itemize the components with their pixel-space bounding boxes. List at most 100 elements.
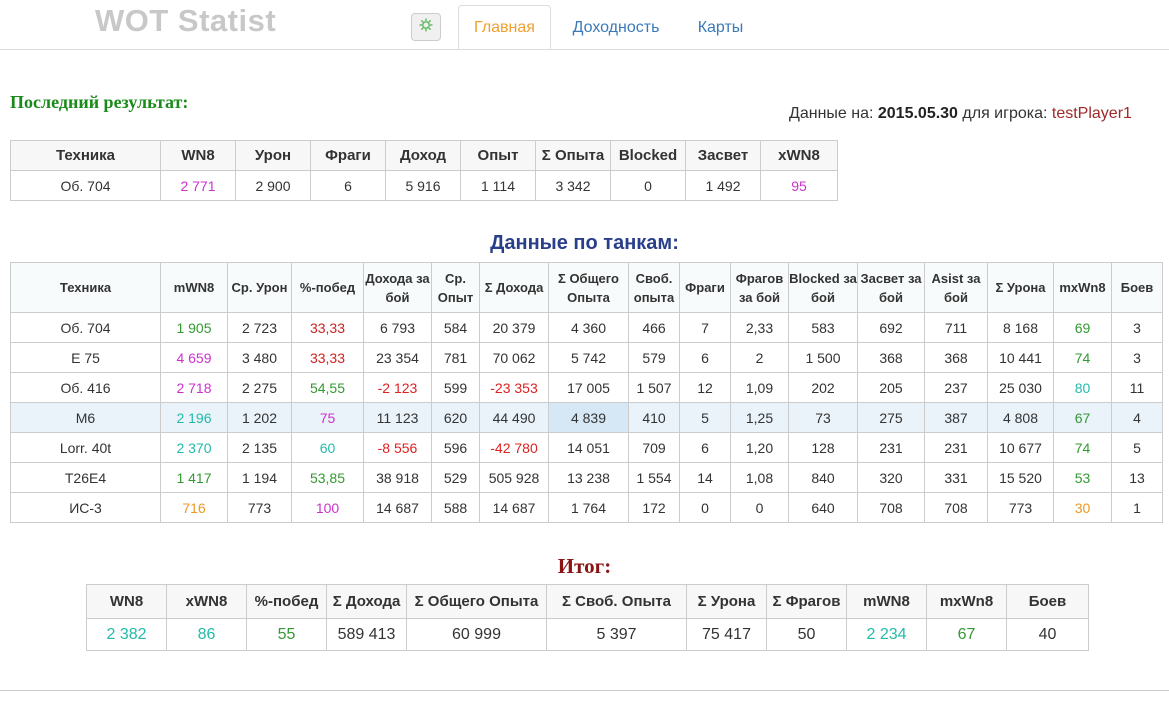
- column-header: Техника: [10, 140, 161, 171]
- table-cell: 67: [1053, 402, 1112, 433]
- table-cell: 716: [160, 492, 228, 523]
- table-cell: 2 275: [227, 372, 292, 403]
- table-cell: 11 123: [363, 402, 432, 433]
- table-cell: 320: [857, 462, 925, 493]
- table-cell: 23 354: [363, 342, 432, 373]
- table-cell: -8 556: [363, 432, 432, 463]
- last-result-table: Техника WN8 Урон Фраги Доход Опыт Σ Опыта Block…: [10, 140, 838, 201]
- table-cell: 75 417: [686, 618, 767, 651]
- table-cell: Об. 704: [10, 170, 161, 201]
- table-cell: 2: [730, 342, 789, 373]
- table-cell: 588: [431, 492, 480, 523]
- table-cell: 773: [987, 492, 1054, 523]
- table-cell: 708: [924, 492, 988, 523]
- table-cell: 14 687: [479, 492, 549, 523]
- table-row: M6 2 196 1 202 75 11 123 620 44 490 4 839 410 5 1,…: [10, 402, 1163, 433]
- tanks-title: Данные по танкам:: [490, 232, 679, 254]
- table-cell: 0: [679, 492, 731, 523]
- table-cell: 17 005: [548, 372, 629, 403]
- table-cell: -42 780: [479, 432, 549, 463]
- table-cell: 86: [166, 618, 247, 651]
- table-cell: 4 659: [160, 342, 228, 373]
- table-cell: 1 417: [160, 462, 228, 493]
- total-table: WN8 xWN8 %-побед Σ Дохода Σ Общего Опыта Σ Св…: [86, 584, 1089, 651]
- table-cell: 410: [628, 402, 680, 433]
- table-cell: 2 718: [160, 372, 228, 403]
- table-cell: 231: [924, 432, 988, 463]
- column-header: Σ Дохода: [326, 584, 407, 619]
- table-cell: 589 413: [326, 618, 407, 651]
- table-cell: 1,20: [730, 432, 789, 463]
- table-cell: 708: [857, 492, 925, 523]
- table-cell: 128: [788, 432, 858, 463]
- table-cell: 202: [788, 372, 858, 403]
- table-cell: 10 441: [987, 342, 1054, 373]
- tab-profitability[interactable]: Доходность: [572, 18, 660, 36]
- column-header: Blocked за бой: [788, 262, 858, 313]
- column-header: Σ Опыта: [535, 140, 611, 171]
- app-logo: WOT Statist: [95, 3, 277, 38]
- column-header: Σ Урона: [686, 584, 767, 619]
- column-header: Засвет: [685, 140, 761, 171]
- settings-button[interactable]: [411, 13, 441, 41]
- column-header: Фраги: [679, 262, 731, 313]
- column-header: WN8: [86, 584, 167, 619]
- table-cell: 3: [1111, 342, 1163, 373]
- table-cell: 5 742: [548, 342, 629, 373]
- table-cell: 40: [1006, 618, 1089, 651]
- table-cell: 596: [431, 432, 480, 463]
- column-header: Σ Своб. Опыта: [546, 584, 687, 619]
- table-row: 2 382 86 55 589 413 60 999 5 397 75 417 50 2 234…: [86, 618, 1089, 651]
- table-cell: 368: [924, 342, 988, 373]
- table-row: Lorr. 40t 2 370 2 135 60 -8 556 596 -42 780 14 …: [10, 432, 1163, 463]
- table-cell: 529: [431, 462, 480, 493]
- column-header: Своб. опыта: [628, 262, 680, 313]
- table-cell: 4 839: [548, 402, 629, 433]
- table-cell: 100: [291, 492, 364, 523]
- table-cell: -2 123: [363, 372, 432, 403]
- table-cell: 1,09: [730, 372, 789, 403]
- table-cell: 33,33: [291, 312, 364, 343]
- table-cell: 38 918: [363, 462, 432, 493]
- tab-main[interactable]: Главная: [458, 5, 551, 50]
- table-cell: 231: [857, 432, 925, 463]
- data-info-prefix: Данные на:: [789, 105, 878, 122]
- tanks-table: Техника mWN8 Ср. Урон %-побед Дохода за бой С…: [10, 262, 1163, 523]
- data-date: 2015.05.30: [877, 105, 958, 122]
- table-header-row: Техника mWN8 Ср. Урон %-побед Дохода за бой С…: [10, 262, 1163, 313]
- column-header: Фраги: [310, 140, 386, 171]
- column-header: Σ Общего Опыта: [548, 262, 629, 313]
- table-cell: 275: [857, 402, 925, 433]
- table-cell: 53,85: [291, 462, 364, 493]
- table-header-row: Техника WN8 Урон Фраги Доход Опыт Σ Опыта Block…: [10, 140, 838, 171]
- table-cell: 60: [291, 432, 364, 463]
- table-cell: 1 554: [628, 462, 680, 493]
- table-cell: 12: [679, 372, 731, 403]
- column-header: %-побед: [246, 584, 327, 619]
- table-cell: 1: [1111, 492, 1163, 523]
- table-cell: 579: [628, 342, 680, 373]
- column-header: Урон: [235, 140, 311, 171]
- column-header: Σ Фрагов: [766, 584, 847, 619]
- table-cell: 466: [628, 312, 680, 343]
- column-header: Фрагов за бой: [730, 262, 789, 313]
- column-header: Σ Урона: [987, 262, 1054, 313]
- table-cell: 13: [1111, 462, 1163, 493]
- table-cell: 5: [679, 402, 731, 433]
- tab-maps[interactable]: Карты: [697, 18, 744, 36]
- table-cell: 20 379: [479, 312, 549, 343]
- table-cell: 2 382: [86, 618, 167, 651]
- table-cell: 3: [1111, 312, 1163, 343]
- table-cell: 1 202: [227, 402, 292, 433]
- table-cell: 505 928: [479, 462, 549, 493]
- column-header: Дохода за бой: [363, 262, 432, 313]
- table-cell: -23 353: [479, 372, 549, 403]
- table-cell: 711: [924, 312, 988, 343]
- table-row: Об. 704 1 905 2 723 33,33 6 793 584 20 379 4 36…: [10, 312, 1163, 343]
- player-name: testPlayer1: [1051, 105, 1132, 122]
- total-title: Итог:: [557, 554, 612, 578]
- table-cell: 3 342: [535, 170, 611, 201]
- column-header: xWN8: [166, 584, 247, 619]
- table-cell: T26E4: [10, 462, 161, 493]
- table-cell: 30: [1053, 492, 1112, 523]
